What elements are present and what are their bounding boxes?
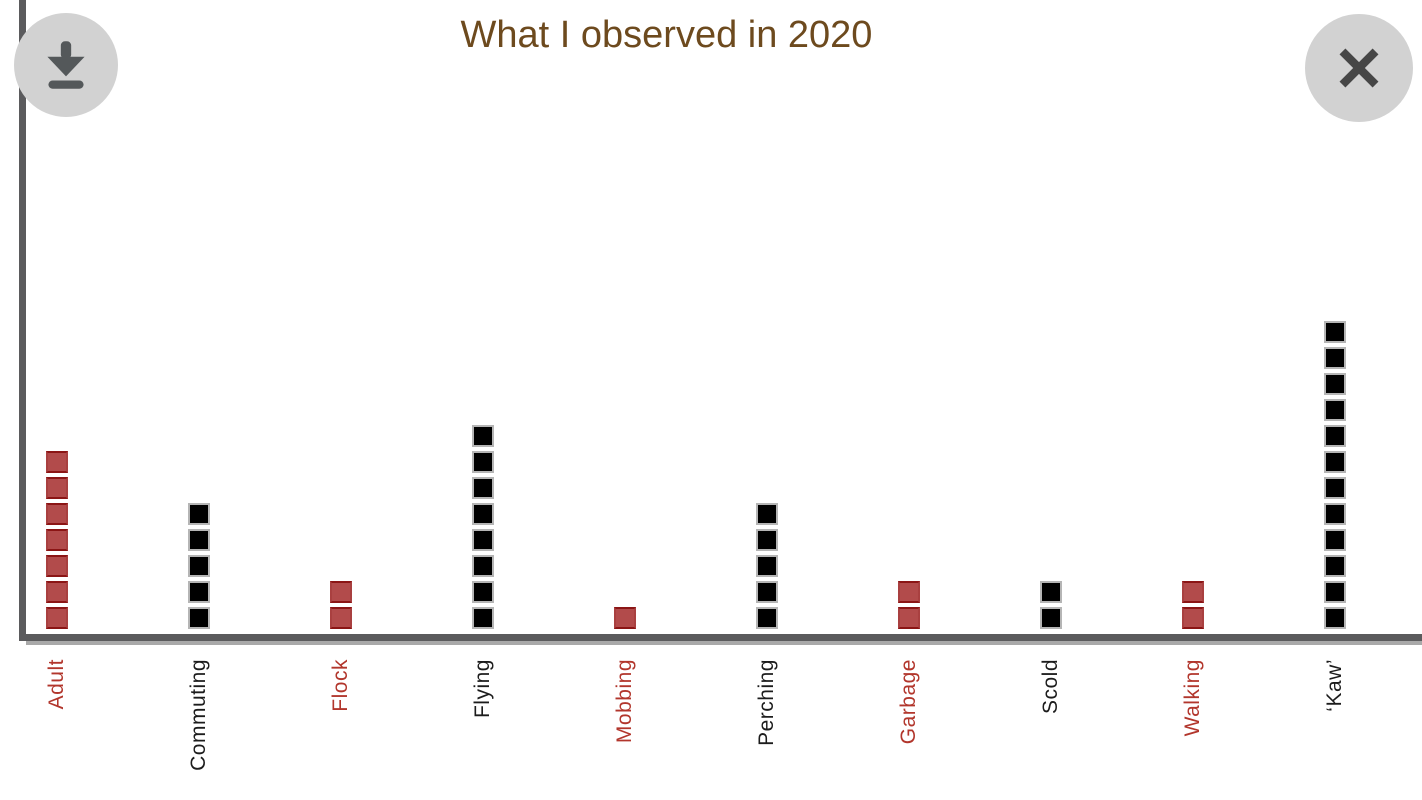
- x-axis-label-wrap: Adult: [40, 659, 74, 709]
- unit-square: [1324, 555, 1346, 577]
- x-axis-label: Scold: [1039, 659, 1062, 715]
- x-axis-label-wrap: Walking: [1176, 659, 1210, 736]
- x-axis-label-wrap: Flock: [324, 659, 358, 712]
- unit-square: [46, 581, 68, 603]
- x-axis-label: Commuting: [187, 659, 210, 771]
- unit-square: [46, 555, 68, 577]
- unit-square: [1324, 477, 1346, 499]
- unit-square: [756, 529, 778, 551]
- unit-square: [472, 607, 494, 629]
- unit-square: [472, 503, 494, 525]
- unit-square: [898, 581, 920, 603]
- x-axis-label: Perching: [755, 659, 778, 746]
- bar-column-kaw: [1324, 321, 1346, 629]
- unit-square: [188, 607, 210, 629]
- unit-square: [472, 425, 494, 447]
- unit-square: [756, 581, 778, 603]
- unit-square: [1324, 373, 1346, 395]
- x-axis-label-wrap: Flying: [466, 659, 500, 718]
- x-axis-label-wrap: Mobbing: [608, 659, 642, 743]
- x-axis-label: ‘Kaw’: [1323, 659, 1346, 712]
- bar-column-walking: [1182, 581, 1204, 629]
- download-icon: [35, 34, 97, 96]
- unit-square: [1040, 581, 1062, 603]
- y-axis-line: [19, 0, 26, 641]
- unit-square: [46, 477, 68, 499]
- unit-square: [472, 581, 494, 603]
- bar-column-scold: [1040, 581, 1062, 629]
- bar-column-perching: [756, 503, 778, 629]
- unit-square: [472, 451, 494, 473]
- unit-square: [330, 607, 352, 629]
- unit-square: [1182, 607, 1204, 629]
- x-axis-label-wrap: ‘Kaw’: [1318, 659, 1352, 712]
- bar-column-commuting: [188, 503, 210, 629]
- unit-square: [1324, 399, 1346, 421]
- unit-square: [1324, 425, 1346, 447]
- x-axis-label-wrap: Garbage: [892, 659, 926, 744]
- unit-square: [614, 607, 636, 629]
- unit-square: [46, 503, 68, 525]
- unit-square: [1324, 581, 1346, 603]
- unit-square: [898, 607, 920, 629]
- unit-square: [1324, 347, 1346, 369]
- unit-square: [330, 581, 352, 603]
- x-axis-label: Flying: [471, 659, 494, 719]
- unit-square: [1324, 529, 1346, 551]
- unit-square: [46, 451, 68, 473]
- x-axis-label: Garbage: [897, 659, 920, 745]
- bar-column-garbage: [898, 581, 920, 629]
- unit-square: [756, 503, 778, 525]
- x-axis-label: Walking: [1181, 659, 1204, 737]
- close-button[interactable]: [1305, 14, 1413, 122]
- unit-square: [188, 581, 210, 603]
- x-axis-label-wrap: Perching: [750, 659, 784, 746]
- x-axis-line: [19, 634, 1422, 645]
- unit-square: [188, 529, 210, 551]
- x-axis-label: Mobbing: [613, 659, 636, 744]
- unit-square: [1040, 607, 1062, 629]
- x-axis-label: Flock: [329, 659, 352, 712]
- unit-square: [46, 529, 68, 551]
- x-axis-label-wrap: Scold: [1034, 659, 1068, 714]
- unit-square: [1324, 451, 1346, 473]
- unit-square: [756, 607, 778, 629]
- unit-square: [472, 555, 494, 577]
- x-axis-label-wrap: Commuting: [182, 659, 216, 771]
- unit-square: [1324, 321, 1346, 343]
- unit-square: [472, 477, 494, 499]
- unit-square: [46, 607, 68, 629]
- bar-column-flock: [330, 581, 352, 629]
- download-button[interactable]: [14, 13, 118, 117]
- unit-square: [1324, 607, 1346, 629]
- unit-square: [472, 529, 494, 551]
- unit-square: [188, 503, 210, 525]
- bar-column-flying: [472, 425, 494, 629]
- chart-title: What I observed in 2020: [460, 14, 873, 56]
- unit-square: [1182, 581, 1204, 603]
- x-axis-label: Adult: [45, 659, 68, 710]
- unit-square: [188, 555, 210, 577]
- close-icon: [1328, 37, 1390, 99]
- unit-square: [756, 555, 778, 577]
- bar-column-adult: [46, 451, 68, 629]
- bar-column-mobbing: [614, 607, 636, 629]
- unit-square: [1324, 503, 1346, 525]
